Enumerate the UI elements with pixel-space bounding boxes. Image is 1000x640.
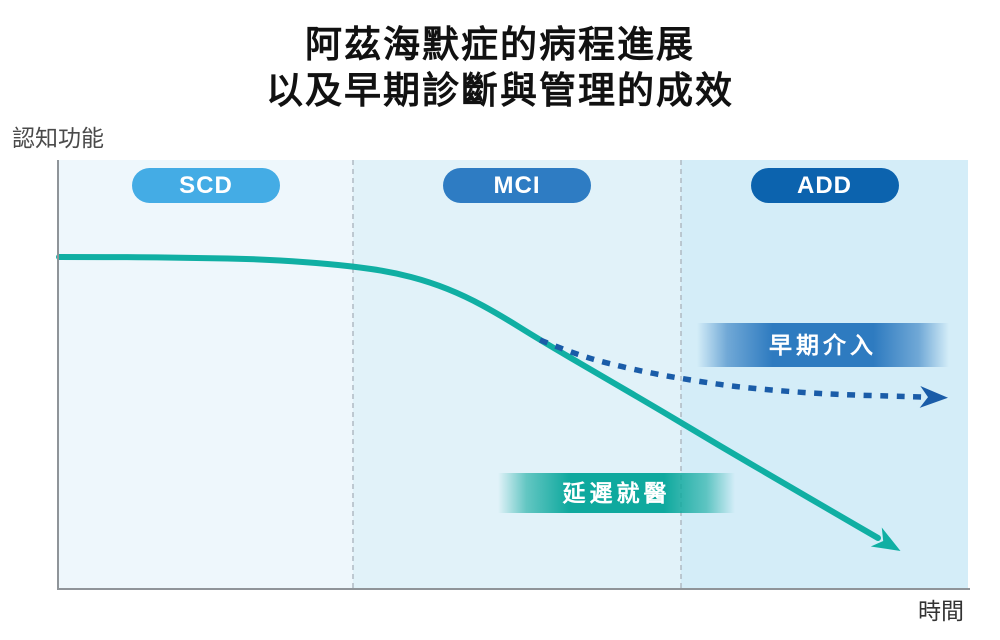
stage-zone-add — [681, 160, 968, 588]
x-axis-label: 時間 — [918, 598, 964, 624]
page-title: 阿茲海默症的病程進展 以及早期診斷與管理的成效 — [0, 22, 1000, 114]
stage-zone-mci — [353, 160, 681, 588]
x-axis-line — [57, 588, 970, 590]
page-title-line-2: 以及早期診斷與管理的成效 — [266, 70, 734, 111]
delayed-care-curve-arrowhead — [870, 527, 901, 552]
y-axis-label: 認知功能 — [12, 125, 104, 151]
stage-pill-add: ADD — [750, 168, 899, 203]
curves-canvas — [56, 160, 948, 588]
plot-area: SCD MCI ADD 早期介入延遲就醫 — [56, 160, 968, 588]
early-intervention-curve — [538, 337, 923, 400]
delayed-care-badge: 延遲就醫 — [498, 473, 735, 513]
early-intervention-badge: 早期介入 — [697, 323, 949, 367]
stage-pill-scd: SCD — [132, 168, 280, 203]
stage-pill-mci: MCI — [443, 168, 591, 203]
early-intervention-curve-arrowhead — [919, 385, 948, 408]
page-title-line-1: 阿茲海默症的病程進展 — [305, 24, 695, 65]
delayed-care-curve — [56, 254, 881, 541]
stage-zone-scd — [59, 160, 353, 588]
y-axis-line — [57, 160, 59, 590]
